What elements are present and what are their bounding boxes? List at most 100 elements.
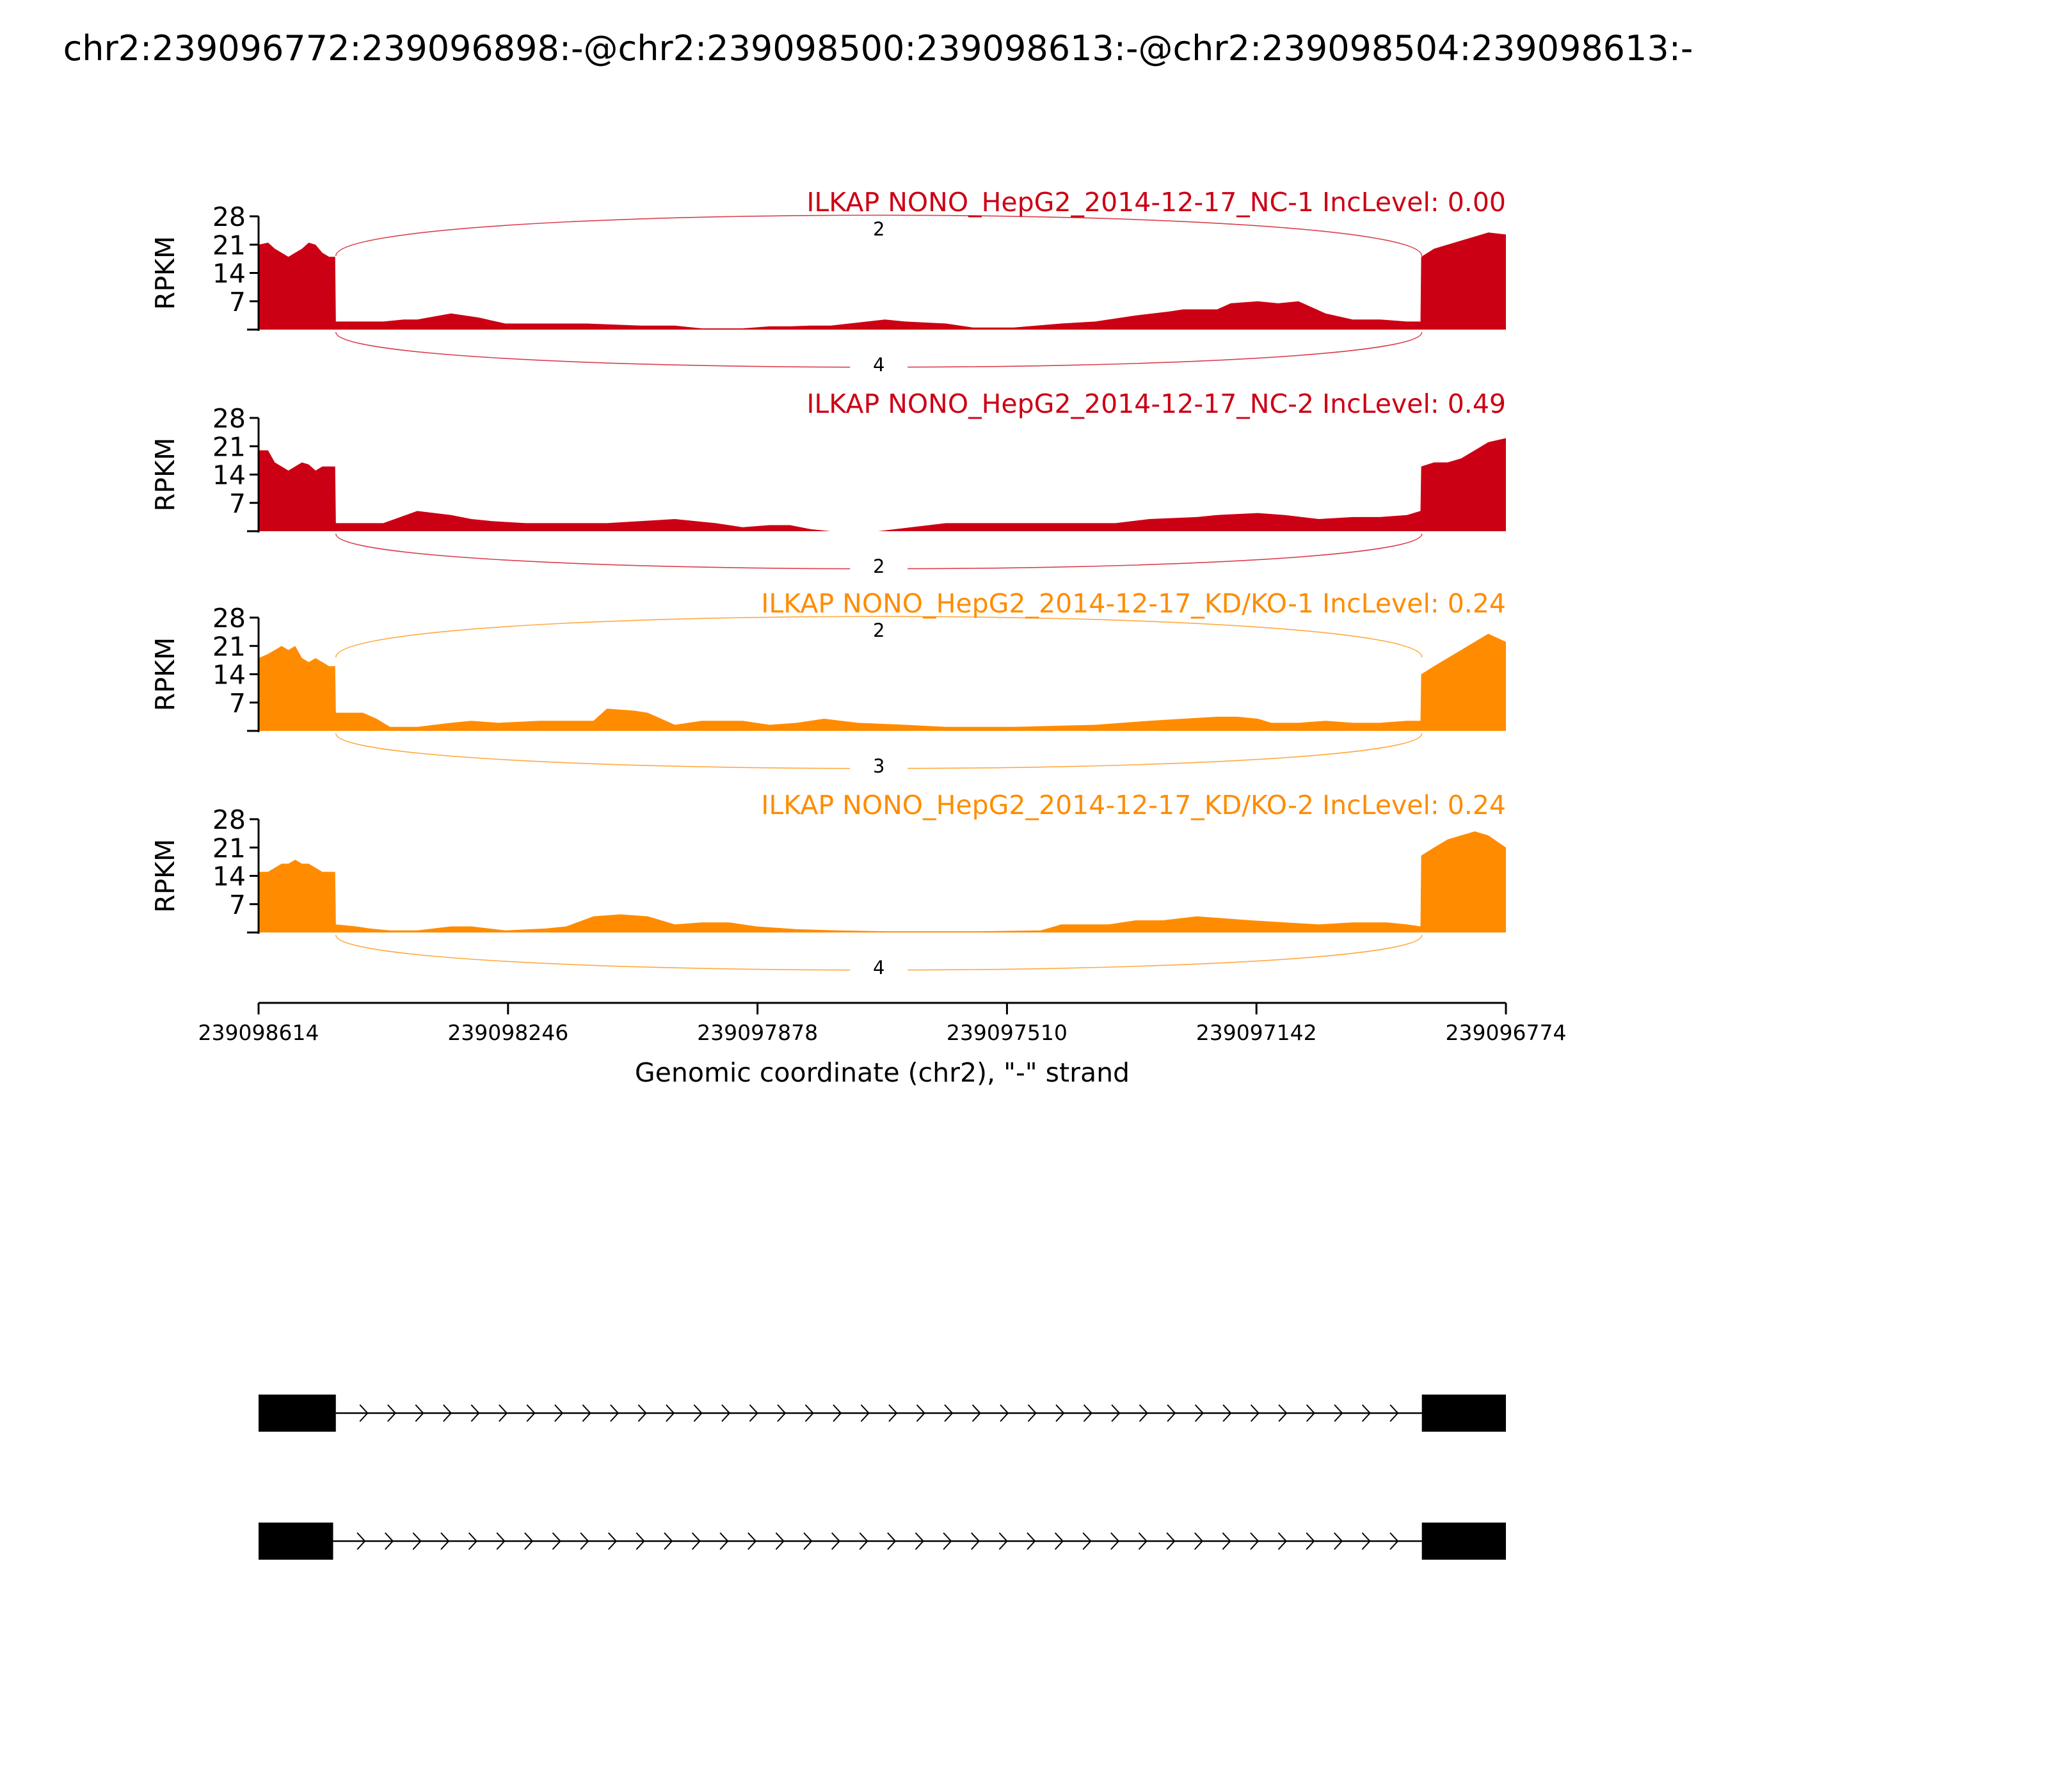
strand-arrow bbox=[496, 1532, 506, 1550]
strand-arrow bbox=[499, 1404, 508, 1422]
strand-arrow bbox=[1222, 1404, 1232, 1422]
junction-count-label: 3 bbox=[873, 755, 884, 777]
strand-arrow bbox=[1389, 1532, 1399, 1550]
strand-arrow bbox=[887, 1532, 897, 1550]
strand-arrow bbox=[1194, 1532, 1204, 1550]
strand-arrow bbox=[1000, 1404, 1009, 1422]
x-tick-label: 239097142 bbox=[1196, 1020, 1317, 1045]
strand-arrow bbox=[1361, 1404, 1371, 1422]
strand-arrow bbox=[804, 1404, 814, 1422]
y-axis-label: RPKM bbox=[150, 839, 180, 913]
junction-label-bg bbox=[850, 555, 908, 577]
strand-arrow bbox=[664, 1532, 673, 1550]
strand-arrow bbox=[777, 1404, 787, 1422]
junction-label-bg bbox=[850, 956, 908, 978]
y-axis-label: RPKM bbox=[150, 236, 180, 310]
y-tick-label: 21 bbox=[212, 631, 246, 662]
strand-arrow bbox=[526, 1404, 536, 1422]
strand-arrow bbox=[356, 1532, 366, 1550]
strand-arrow bbox=[691, 1532, 701, 1550]
y-tick-label: 21 bbox=[212, 833, 246, 863]
y-tick-label: 14 bbox=[212, 861, 246, 892]
exon-block bbox=[259, 1395, 336, 1432]
strand-arrow bbox=[971, 1532, 980, 1550]
junction-count-label: 2 bbox=[873, 556, 884, 577]
strand-arrow bbox=[1111, 1404, 1121, 1422]
strand-arrow bbox=[1277, 1532, 1287, 1550]
strand-arrow bbox=[1306, 1404, 1315, 1422]
strand-arrow bbox=[833, 1404, 842, 1422]
strand-arrow bbox=[803, 1532, 813, 1550]
strand-arrow bbox=[749, 1404, 758, 1422]
y-tick-label: 7 bbox=[229, 688, 246, 719]
strand-arrow bbox=[1194, 1404, 1204, 1422]
strand-arrow bbox=[554, 1404, 564, 1422]
strand-arrow bbox=[1055, 1404, 1065, 1422]
strand-arrow bbox=[1278, 1404, 1288, 1422]
strand-arrow bbox=[610, 1404, 620, 1422]
strand-arrow bbox=[607, 1532, 618, 1550]
junction-arc bbox=[335, 214, 1423, 257]
strand-arrow bbox=[1334, 1532, 1343, 1550]
junction-arc bbox=[335, 616, 1423, 658]
strand-arrow bbox=[1306, 1532, 1315, 1550]
junction-label-bg bbox=[850, 353, 908, 375]
strand-arrow bbox=[1166, 1532, 1176, 1550]
panel-title: ILKAP NONO_HepG2_2014-12-17_NC-1 IncLeve… bbox=[806, 187, 1506, 218]
strand-arrow bbox=[1361, 1532, 1371, 1550]
isoform-track bbox=[259, 1395, 1506, 1432]
y-tick-label: 28 bbox=[212, 804, 246, 835]
y-tick-label: 21 bbox=[212, 431, 246, 462]
strand-arrow bbox=[943, 1532, 952, 1550]
strand-arrow bbox=[748, 1532, 757, 1550]
gene-model bbox=[259, 1395, 1506, 1560]
strand-arrow bbox=[385, 1532, 394, 1550]
coverage-area bbox=[259, 831, 1506, 932]
strand-arrow bbox=[915, 1532, 924, 1550]
exon-block bbox=[1421, 1395, 1506, 1432]
junction-label-bg bbox=[850, 755, 908, 776]
y-tick-label: 21 bbox=[212, 230, 246, 260]
strand-arrow bbox=[359, 1404, 369, 1422]
strand-arrow bbox=[412, 1532, 422, 1550]
strand-arrow bbox=[470, 1404, 480, 1422]
junction-count-label: 4 bbox=[873, 354, 884, 376]
y-axis-label: RPKM bbox=[150, 438, 180, 511]
strand-arrow bbox=[859, 1532, 868, 1550]
coverage-area bbox=[259, 634, 1506, 731]
strand-arrow bbox=[1027, 1404, 1037, 1422]
junction-count-label: 4 bbox=[873, 957, 884, 979]
y-tick-label: 14 bbox=[212, 460, 246, 491]
strand-arrow bbox=[387, 1404, 397, 1422]
strand-arrow bbox=[524, 1532, 534, 1550]
strand-arrow bbox=[944, 1404, 954, 1422]
strand-arrow bbox=[721, 1404, 731, 1422]
strand-arrow bbox=[1222, 1532, 1231, 1550]
x-tick-label: 239098246 bbox=[447, 1020, 568, 1045]
panel-title: ILKAP NONO_HepG2_2014-12-17_NC-2 IncLeve… bbox=[806, 388, 1506, 419]
coverage-area bbox=[259, 232, 1506, 330]
x-tick-label: 239097878 bbox=[697, 1020, 818, 1045]
strand-arrow bbox=[1389, 1404, 1399, 1422]
junction-label-bg bbox=[850, 218, 908, 239]
strand-arrow bbox=[468, 1532, 477, 1550]
strand-arrow bbox=[415, 1404, 424, 1422]
exon-block bbox=[1421, 1523, 1506, 1560]
strand-arrow bbox=[775, 1532, 785, 1550]
strand-arrow bbox=[693, 1404, 703, 1422]
strand-arrow bbox=[552, 1532, 561, 1550]
y-tick-label: 28 bbox=[212, 603, 246, 634]
y-tick-label: 7 bbox=[229, 890, 246, 920]
strand-arrow bbox=[637, 1404, 647, 1422]
panel-title: ILKAP NONO_HepG2_2014-12-17_KD/KO-1 IncL… bbox=[761, 588, 1506, 619]
strand-arrow bbox=[1334, 1404, 1343, 1422]
strand-arrow bbox=[1138, 1532, 1148, 1550]
x-axis-label: Genomic coordinate (chr2), "-" strand bbox=[635, 1057, 1130, 1088]
x-axis: 239098614 239098246 239097878 239097510 2390… bbox=[198, 1002, 1567, 1088]
junction-count-label: 2 bbox=[873, 620, 884, 641]
x-tick-label: 239096774 bbox=[1446, 1020, 1567, 1045]
strand-arrow bbox=[1139, 1404, 1148, 1422]
